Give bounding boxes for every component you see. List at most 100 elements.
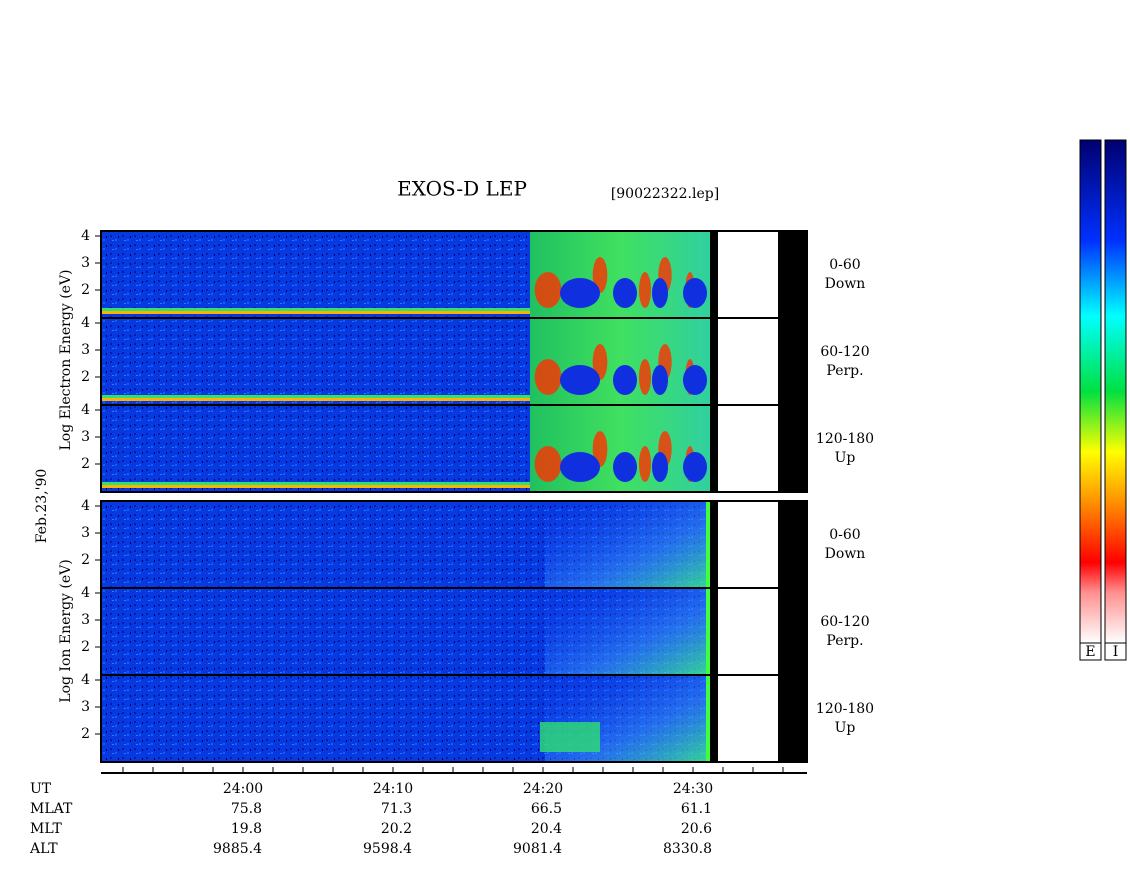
spectrogram-blob	[613, 452, 637, 482]
time-label: 24:10	[373, 781, 413, 797]
panel-frame	[100, 674, 808, 763]
colorbar-label: E	[1085, 644, 1095, 660]
spectrogram-blob	[613, 365, 637, 395]
panel-sublabel: Down	[825, 276, 866, 292]
spectrogram-blob	[534, 359, 562, 395]
gap	[718, 231, 778, 318]
spectrogram-blob	[560, 365, 600, 395]
row-label: MLT	[30, 821, 62, 837]
y-tick-label: 3	[81, 699, 90, 715]
row-label: UT	[30, 781, 52, 797]
spectrogram-band	[101, 311, 531, 314]
spectrogram-band	[101, 398, 531, 401]
panel-sublabel: Down	[825, 546, 866, 562]
y-tick-label: 2	[81, 639, 90, 655]
y-tick-label: 4	[81, 228, 90, 244]
spectrogram-blob	[560, 278, 600, 308]
gap	[778, 501, 807, 588]
panel-sublabel: Perp.	[826, 633, 863, 649]
y-tick-label: 2	[81, 552, 90, 568]
spectrogram-blob	[560, 452, 600, 482]
time-label: 24:20	[523, 781, 563, 797]
spectrogram-blob	[592, 344, 608, 380]
y-tick-label: 4	[81, 315, 90, 331]
spectrogram-edge	[706, 588, 710, 675]
gap	[778, 675, 807, 762]
row-value: 20.6	[681, 821, 712, 837]
spectrogram-blob	[534, 446, 562, 482]
panel-label: 0-60	[829, 527, 860, 543]
row-value: 9885.4	[213, 841, 262, 857]
gap	[778, 405, 807, 492]
row-label: MLAT	[30, 801, 73, 817]
colorbar-box	[1104, 642, 1127, 661]
spectrogram-blob	[652, 365, 668, 395]
y-tick-label: 3	[81, 255, 90, 271]
spectrogram-blob	[592, 257, 608, 293]
gap	[710, 318, 718, 405]
row-label: ALT	[29, 841, 58, 857]
y-tick-label: 2	[81, 282, 90, 298]
gap	[718, 501, 778, 588]
row-value: 20.4	[531, 821, 562, 837]
panel-sublabel: Up	[835, 720, 856, 736]
y-tick-label: 4	[81, 672, 90, 688]
file-name: [90022322.lep]	[611, 186, 719, 202]
date: Feb.23,'90	[34, 469, 50, 544]
row-value: 66.5	[531, 801, 562, 817]
panel-label: 60-120	[820, 614, 869, 630]
time-label: 24:00	[223, 781, 263, 797]
y-tick-label: 3	[81, 525, 90, 541]
gap	[778, 231, 807, 318]
row-value: 20.2	[381, 821, 412, 837]
spectrogram-blob	[639, 359, 651, 395]
axis-label: Log Electron Energy (eV)	[58, 269, 74, 450]
spectrogram-blob	[652, 452, 668, 482]
spectrogram-blob	[683, 452, 707, 482]
panel-label: 0-60	[829, 257, 860, 273]
spectrogram-blob	[534, 272, 562, 308]
row-value: 19.8	[231, 821, 262, 837]
panel-sublabel: Up	[835, 450, 856, 466]
gap	[710, 501, 718, 588]
panel-sublabel: Perp.	[826, 363, 863, 379]
spectrogram-blob	[652, 278, 668, 308]
colorbar	[1079, 139, 1102, 644]
row-value: 61.1	[681, 801, 712, 817]
spectrogram-band	[540, 722, 600, 752]
y-tick-label: 2	[81, 726, 90, 742]
row-value: 71.3	[381, 801, 412, 817]
gap	[718, 588, 778, 675]
y-tick-label: 4	[81, 585, 90, 601]
y-tick-label: 3	[81, 429, 90, 445]
spectrogram-blob	[639, 446, 651, 482]
panel-label: 120-180	[816, 701, 874, 717]
panel-label: 120-180	[816, 431, 874, 447]
spectrogram-blob	[683, 278, 707, 308]
gap	[778, 588, 807, 675]
spectrogram-blob	[613, 278, 637, 308]
panel-frame	[100, 404, 808, 493]
y-tick-label: 4	[81, 498, 90, 514]
title: EXOS-D LEP	[397, 177, 527, 201]
panel-label: 60-120	[820, 344, 869, 360]
row-value: 8330.8	[663, 841, 712, 857]
spectrogram-blob	[639, 272, 651, 308]
row-value: 9598.4	[363, 841, 412, 857]
spectrogram-hot	[545, 588, 710, 675]
gap	[710, 231, 718, 318]
gap	[710, 675, 718, 762]
y-tick-label: 2	[81, 369, 90, 385]
row-value: 75.8	[231, 801, 262, 817]
spectrogram-edge	[706, 501, 710, 588]
gap	[710, 588, 718, 675]
gap	[778, 318, 807, 405]
gap	[718, 405, 778, 492]
gap	[718, 675, 778, 762]
spectrogram-band	[101, 485, 531, 488]
y-tick-label: 3	[81, 342, 90, 358]
spectrogram-blob	[683, 365, 707, 395]
spectrogram-hot	[545, 501, 710, 588]
y-tick-label: 3	[81, 612, 90, 628]
